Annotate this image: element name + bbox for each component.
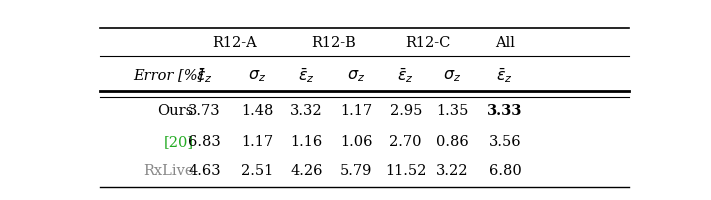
Text: 2.95: 2.95 — [390, 103, 422, 117]
Text: 1.35: 1.35 — [437, 103, 469, 117]
Text: 3.56: 3.56 — [488, 134, 521, 148]
Text: 2.51: 2.51 — [241, 163, 273, 177]
Text: 1.16: 1.16 — [290, 134, 323, 148]
Text: 6.80: 6.80 — [488, 163, 521, 177]
Text: 2.70: 2.70 — [390, 134, 422, 148]
Text: 4.63: 4.63 — [188, 163, 221, 177]
Text: All: All — [495, 36, 515, 49]
Text: R12-B: R12-B — [311, 36, 356, 49]
Text: R12-C: R12-C — [405, 36, 451, 49]
Text: 3.33: 3.33 — [487, 103, 523, 117]
Text: 3.22: 3.22 — [437, 163, 469, 177]
Text: $\bar{\epsilon}_z$: $\bar{\epsilon}_z$ — [298, 65, 315, 84]
Text: 3.73: 3.73 — [188, 103, 221, 117]
Text: $\bar{\epsilon}_z$: $\bar{\epsilon}_z$ — [397, 65, 414, 84]
Text: 3.32: 3.32 — [290, 103, 323, 117]
Text: Error [%]: Error [%] — [133, 68, 203, 82]
Text: $\bar{\epsilon}_z$: $\bar{\epsilon}_z$ — [196, 65, 213, 84]
Text: 11.52: 11.52 — [385, 163, 427, 177]
Text: $\sigma_z$: $\sigma_z$ — [248, 66, 266, 83]
Text: $\sigma_z$: $\sigma_z$ — [444, 66, 461, 83]
Text: 1.17: 1.17 — [340, 103, 372, 117]
Text: 6.83: 6.83 — [188, 134, 221, 148]
Text: 0.86: 0.86 — [436, 134, 469, 148]
Text: Ours: Ours — [157, 103, 193, 117]
Text: $\bar{\epsilon}_z$: $\bar{\epsilon}_z$ — [496, 65, 513, 84]
Text: 1.17: 1.17 — [241, 134, 273, 148]
Text: $\sigma_z$: $\sigma_z$ — [347, 66, 365, 83]
Text: [20]: [20] — [164, 134, 193, 148]
Text: 4.26: 4.26 — [290, 163, 323, 177]
Text: 1.06: 1.06 — [340, 134, 373, 148]
Text: 5.79: 5.79 — [340, 163, 373, 177]
Text: R12-A: R12-A — [213, 36, 257, 49]
Text: RxLive: RxLive — [143, 163, 193, 177]
Text: 1.48: 1.48 — [241, 103, 273, 117]
